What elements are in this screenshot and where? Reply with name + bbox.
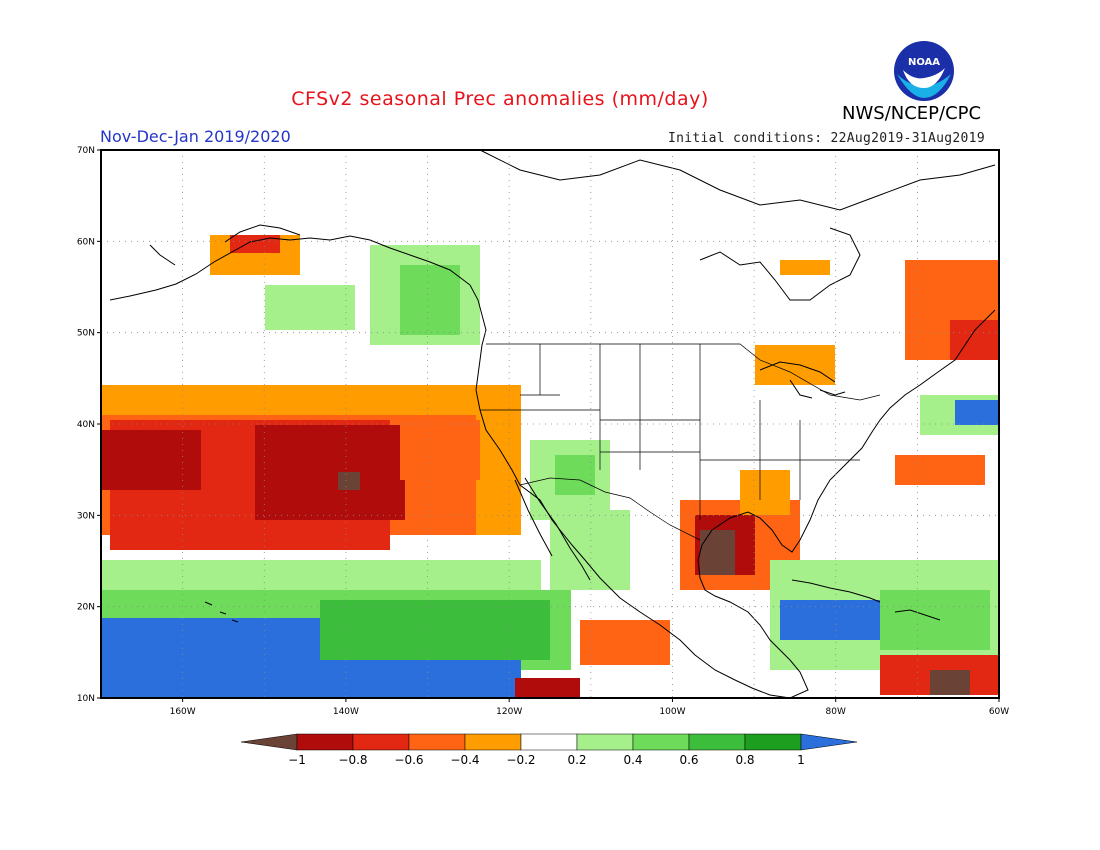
anomaly-wet-band-green: [320, 600, 550, 660]
lon-label: 120W: [496, 707, 522, 717]
colorbar-segment: [632, 733, 690, 751]
colorbar-tick-label: −0.8: [338, 753, 367, 767]
anomaly-southeast-dry: [740, 470, 790, 515]
organization-label: NWS/NCEP/CPC: [842, 103, 982, 124]
colorbar-high-arrow: [800, 733, 858, 751]
lat-label: 70N: [77, 146, 95, 156]
lon-label: 60W: [989, 707, 1009, 717]
noaa-logo: NOAA: [894, 41, 954, 101]
colorbar-segment: [688, 733, 746, 751]
us-state-lines: [480, 344, 860, 520]
anomaly-alaska-dry-core: [230, 235, 280, 253]
lat-label: 10N: [77, 694, 95, 704]
lat-label: 50N: [77, 329, 95, 339]
anomaly-atlantic-dry: [895, 455, 985, 485]
anomaly-south-caribbean-extreme: [930, 670, 970, 695]
anomaly-dry-band-edge: [400, 420, 480, 480]
hudson-bay-coastline: [699, 227, 861, 301]
anomaly-caribbean-green: [880, 590, 990, 650]
colorbar-tick-label: −0.4: [450, 753, 479, 767]
lon-label: 100W: [659, 707, 685, 717]
lat-label: 20N: [77, 603, 95, 613]
anomaly-atlantic-canada-dry-core: [950, 320, 999, 360]
colorbar-tick-label: −1: [288, 753, 306, 767]
anomaly-dry-extreme-cell: [338, 472, 360, 490]
colorbar-segment: [576, 733, 634, 751]
alaska-coastline: [109, 224, 471, 301]
colorbar-low-arrow: [240, 733, 298, 751]
coastlines: [109, 149, 996, 699]
colorbar-segment: [408, 733, 466, 751]
anomaly-mexico-wet: [550, 510, 630, 590]
longitude-labels: 160W 140W 120W 100W 80W 60W: [170, 707, 1010, 717]
gulf-of-california-coastline: [514, 477, 591, 581]
colorbar-tick-label: 0.8: [735, 753, 754, 767]
great-lakes-coastline: [759, 361, 846, 399]
lon-label: 80W: [826, 707, 846, 717]
anomaly-hudson-dry: [780, 260, 830, 275]
colorbar-segment: [520, 733, 578, 751]
colorbar-tick-label: −0.2: [506, 753, 535, 767]
colorbar-tick-label: −0.6: [394, 753, 423, 767]
chart-title: CFSv2 seasonal Prec anomalies (mm/day): [291, 88, 709, 110]
state-boundaries: [480, 343, 881, 541]
initial-conditions-label: Initial conditions: 22Aug2019-31Aug2019: [668, 131, 985, 146]
axis-ticks: [97, 149, 1000, 702]
lon-label: 140W: [333, 707, 359, 717]
colorbar-segment: [352, 733, 410, 751]
colorbar-tick-label: 0.4: [623, 753, 642, 767]
colorbar-segment: [744, 733, 802, 751]
anomaly-east-pacific-dry-core: [515, 678, 580, 698]
anomaly-great-lakes-dry: [755, 345, 835, 385]
noaa-logo-text: NOAA: [908, 57, 940, 68]
anomaly-field: [101, 235, 999, 698]
hawaii-coastline: [204, 601, 239, 623]
colorbar-tick-label: 1: [797, 753, 805, 767]
anomaly-gulf-alaska-wet: [265, 285, 355, 330]
latitude-labels: 70N 60N 50N 40N 30N 20N 10N: [77, 146, 95, 704]
anomaly-southwest-wet-core: [555, 455, 595, 495]
colorbar-segment: [464, 733, 522, 751]
lat-label: 30N: [77, 511, 95, 521]
colorbar-tick-label: 0.6: [679, 753, 698, 767]
season-label: Nov-Dec-Jan 2019/2020: [100, 127, 291, 146]
anomaly-texas-dry-extreme: [700, 530, 735, 575]
anomaly-east-pacific-dry: [580, 620, 670, 665]
lat-label: 40N: [77, 420, 95, 430]
lat-lon-grid: [101, 150, 999, 698]
anomaly-atlantic-wet-blue: [955, 400, 999, 425]
colorbar-segment: [296, 733, 354, 751]
us-canada-border: [486, 343, 881, 401]
cuba-coastline: [791, 579, 881, 603]
anomaly-alaska-panhandle-core: [400, 265, 460, 335]
anomaly-dry-core-west: [101, 430, 201, 490]
us-mexico-border: [519, 477, 701, 541]
lon-label: 160W: [170, 707, 196, 717]
north-america-coastline: [469, 284, 996, 699]
arctic-islands-coastline: [479, 149, 996, 211]
lat-label: 60N: [77, 237, 95, 247]
anomaly-dry-core-east: [255, 425, 405, 520]
colorbar-tick-label: 0.2: [567, 753, 586, 767]
